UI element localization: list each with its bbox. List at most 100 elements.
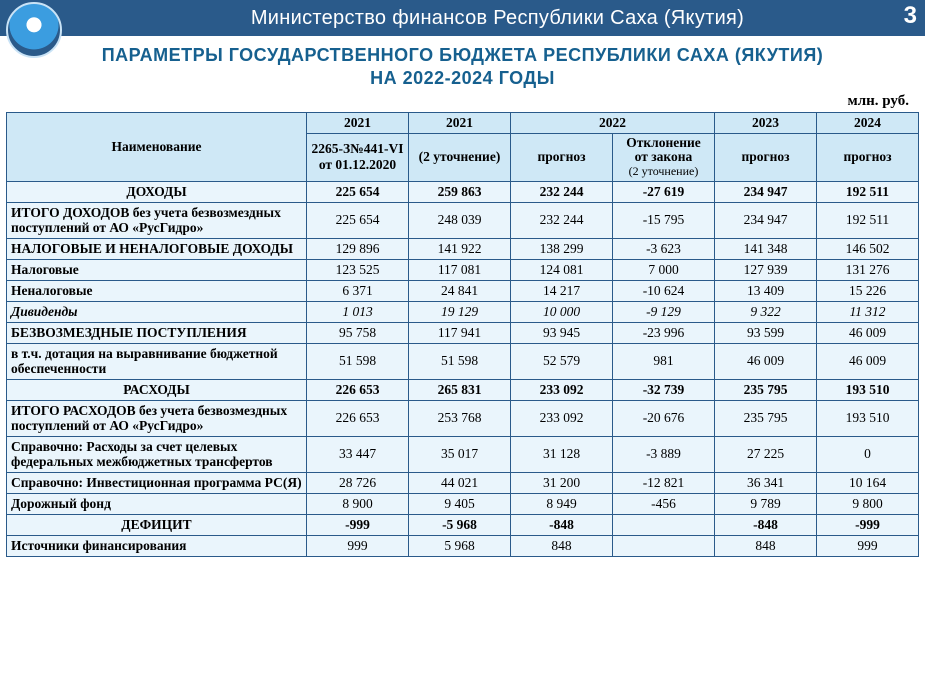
row-value: 265 831 — [409, 379, 511, 400]
header-bar: Министерство финансов Республики Саха (Я… — [0, 0, 925, 36]
row-value: 124 081 — [511, 259, 613, 280]
emblem-logo — [6, 2, 62, 58]
row-name: Дорожный фонд — [7, 493, 307, 514]
row-value: 193 510 — [817, 379, 919, 400]
row-value: -848 — [715, 514, 817, 535]
ministry-title: Министерство финансов Республики Саха (Я… — [70, 7, 925, 30]
th-2022: 2022 — [511, 113, 715, 134]
row-value: 28 726 — [307, 472, 409, 493]
row-value — [613, 535, 715, 556]
table-row: НАЛОГОВЫЕ И НЕНАЛОГОВЫЕ ДОХОДЫ129 896 141… — [7, 238, 919, 259]
row-value: 11 312 — [817, 301, 919, 322]
row-value: 9 405 — [409, 493, 511, 514]
row-value: 52 579 — [511, 343, 613, 379]
th-2021b: 2021 — [409, 113, 511, 134]
th-2021a: 2021 — [307, 113, 409, 134]
title-line1: ПАРАМЕТРЫ ГОСУДАРСТВЕННОГО БЮДЖЕТА РЕСПУ… — [0, 44, 925, 67]
th-sub-2022b-l3: (2 уточнение) — [629, 164, 699, 178]
row-value: 117 941 — [409, 322, 511, 343]
row-value: 13 409 — [715, 280, 817, 301]
row-value: 131 276 — [817, 259, 919, 280]
table-head: Наименование 2021 2021 2022 2023 2024 22… — [7, 113, 919, 182]
table-row: ИТОГО РАСХОДОВ без учета безвозмездных п… — [7, 400, 919, 436]
th-sub-2021b: (2 уточнение) — [409, 134, 511, 182]
row-value: 192 511 — [817, 202, 919, 238]
row-value: 9 800 — [817, 493, 919, 514]
th-sub-2021a: 2265-З№441-VI от 01.12.2020 — [307, 134, 409, 182]
title-line2: НА 2022-2024 ГОДЫ — [0, 67, 925, 90]
row-value: 232 244 — [511, 181, 613, 202]
row-value: 1 013 — [307, 301, 409, 322]
row-value: 14 217 — [511, 280, 613, 301]
row-value: 33 447 — [307, 436, 409, 472]
row-value: -27 619 — [613, 181, 715, 202]
row-value: 51 598 — [409, 343, 511, 379]
table-row: ДЕФИЦИТ-999-5 968-848-848-999 — [7, 514, 919, 535]
row-value — [613, 514, 715, 535]
th-2023: 2023 — [715, 113, 817, 134]
row-value: 35 017 — [409, 436, 511, 472]
row-value: 24 841 — [409, 280, 511, 301]
row-value: 253 768 — [409, 400, 511, 436]
table-row: БЕЗВОЗМЕЗДНЫЕ ПОСТУПЛЕНИЯ95 758117 94193… — [7, 322, 919, 343]
row-value: 226 653 — [307, 400, 409, 436]
page-title: ПАРАМЕТРЫ ГОСУДАРСТВЕННОГО БЮДЖЕТА РЕСПУ… — [0, 36, 925, 89]
row-value: 10 000 — [511, 301, 613, 322]
row-value: 31 200 — [511, 472, 613, 493]
table-body: ДОХОДЫ225 654259 863232 244-27 619234 94… — [7, 181, 919, 556]
th-sub-2022a: прогноз — [511, 134, 613, 182]
row-value: -5 968 — [409, 514, 511, 535]
row-name: в т.ч. дотация на выравнивание бюджетной… — [7, 343, 307, 379]
row-name: Справочно: Инвестиционная программа РС(Я… — [7, 472, 307, 493]
row-value: 129 896 — [307, 238, 409, 259]
row-value: 248 039 — [409, 202, 511, 238]
row-value: 235 795 — [715, 400, 817, 436]
row-value: 234 947 — [715, 181, 817, 202]
row-value: 225 654 — [307, 181, 409, 202]
row-value: 848 — [715, 535, 817, 556]
row-name: ДЕФИЦИТ — [7, 514, 307, 535]
row-value: 141 348 — [715, 238, 817, 259]
row-name: ДОХОДЫ — [7, 181, 307, 202]
th-2024: 2024 — [817, 113, 919, 134]
budget-table: Наименование 2021 2021 2022 2023 2024 22… — [6, 112, 919, 557]
page-number: 3 — [904, 2, 917, 30]
th-sub-2024: прогноз — [817, 134, 919, 182]
row-value: 225 654 — [307, 202, 409, 238]
row-value: -3 889 — [613, 436, 715, 472]
row-value: 233 092 — [511, 400, 613, 436]
row-value: -999 — [817, 514, 919, 535]
table-row: ДОХОДЫ225 654259 863232 244-27 619234 94… — [7, 181, 919, 202]
row-value: 9 322 — [715, 301, 817, 322]
row-value: 51 598 — [307, 343, 409, 379]
row-name: НАЛОГОВЫЕ И НЕНАЛОГОВЫЕ ДОХОДЫ — [7, 238, 307, 259]
table-row: Неналоговые6 37124 84114 217-10 62413 40… — [7, 280, 919, 301]
row-value: 15 226 — [817, 280, 919, 301]
table-row: Дивиденды1 01319 12910 000-9 1299 32211 … — [7, 301, 919, 322]
row-value: 235 795 — [715, 379, 817, 400]
row-value: 19 129 — [409, 301, 511, 322]
row-value: 27 225 — [715, 436, 817, 472]
row-value: 0 — [817, 436, 919, 472]
row-value: 93 945 — [511, 322, 613, 343]
row-value: 8 900 — [307, 493, 409, 514]
row-value: 46 009 — [715, 343, 817, 379]
row-name: Дивиденды — [7, 301, 307, 322]
table-row: Справочно: Расходы за счет целевых федер… — [7, 436, 919, 472]
table-row: Источники финансирования9995 96884884899… — [7, 535, 919, 556]
row-name: ИТОГО РАСХОДОВ без учета безвозмездных п… — [7, 400, 307, 436]
row-value: -10 624 — [613, 280, 715, 301]
row-value: 127 939 — [715, 259, 817, 280]
row-value: 123 525 — [307, 259, 409, 280]
table-row: Дорожный фонд8 9009 4058 949-4569 7899 8… — [7, 493, 919, 514]
row-value: -3 623 — [613, 238, 715, 259]
row-value: 46 009 — [817, 322, 919, 343]
row-value: 232 244 — [511, 202, 613, 238]
row-name: Источники финансирования — [7, 535, 307, 556]
table-row: РАСХОДЫ226 653265 831233 092-32 739235 7… — [7, 379, 919, 400]
row-value: -9 129 — [613, 301, 715, 322]
th-sub-2022b-l1: Отклонение — [626, 135, 701, 150]
row-name: Справочно: Расходы за счет целевых федер… — [7, 436, 307, 472]
table-row: Налоговые123 525117 081124 0817 000127 9… — [7, 259, 919, 280]
row-value: 44 021 — [409, 472, 511, 493]
